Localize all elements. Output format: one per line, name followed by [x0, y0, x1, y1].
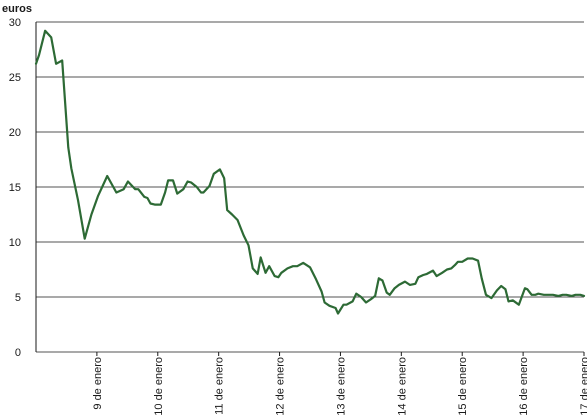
- y-axis-ticks: 0 5 10 15 20 25 30: [9, 17, 21, 359]
- series-line-0: [34, 29, 586, 315]
- y-axis-unit-label: euros: [2, 3, 32, 15]
- x-tick-label: 12 de enero: [275, 357, 287, 416]
- y-tick-label: 20: [9, 127, 21, 139]
- y-tick-label: 5: [15, 292, 21, 304]
- x-tick-label: 16 de enero: [518, 357, 530, 416]
- x-tick-label: 13 de enero: [335, 357, 347, 416]
- x-tick-label: 14 de enero: [396, 357, 408, 416]
- x-tick-label: 15 de enero: [457, 357, 469, 416]
- x-tick-label: 10 de enero: [153, 357, 165, 416]
- y-tick-label: 0: [15, 347, 21, 359]
- gridlines: [36, 21, 584, 353]
- x-axis-ticks: 9 de enero 10 de enero 11 de enero 12 de en…: [92, 352, 587, 416]
- y-tick-label: 15: [9, 182, 21, 194]
- x-tick-label: 11 de enero: [214, 357, 226, 415]
- x-tick-label: 17 de enero: [579, 357, 587, 416]
- y-tick-label: 30: [9, 17, 21, 29]
- y-tick-label: 25: [9, 72, 21, 84]
- y-tick-label: 10: [9, 237, 21, 249]
- series-group: [34, 29, 586, 315]
- x-tick-label: 9 de enero: [92, 357, 104, 410]
